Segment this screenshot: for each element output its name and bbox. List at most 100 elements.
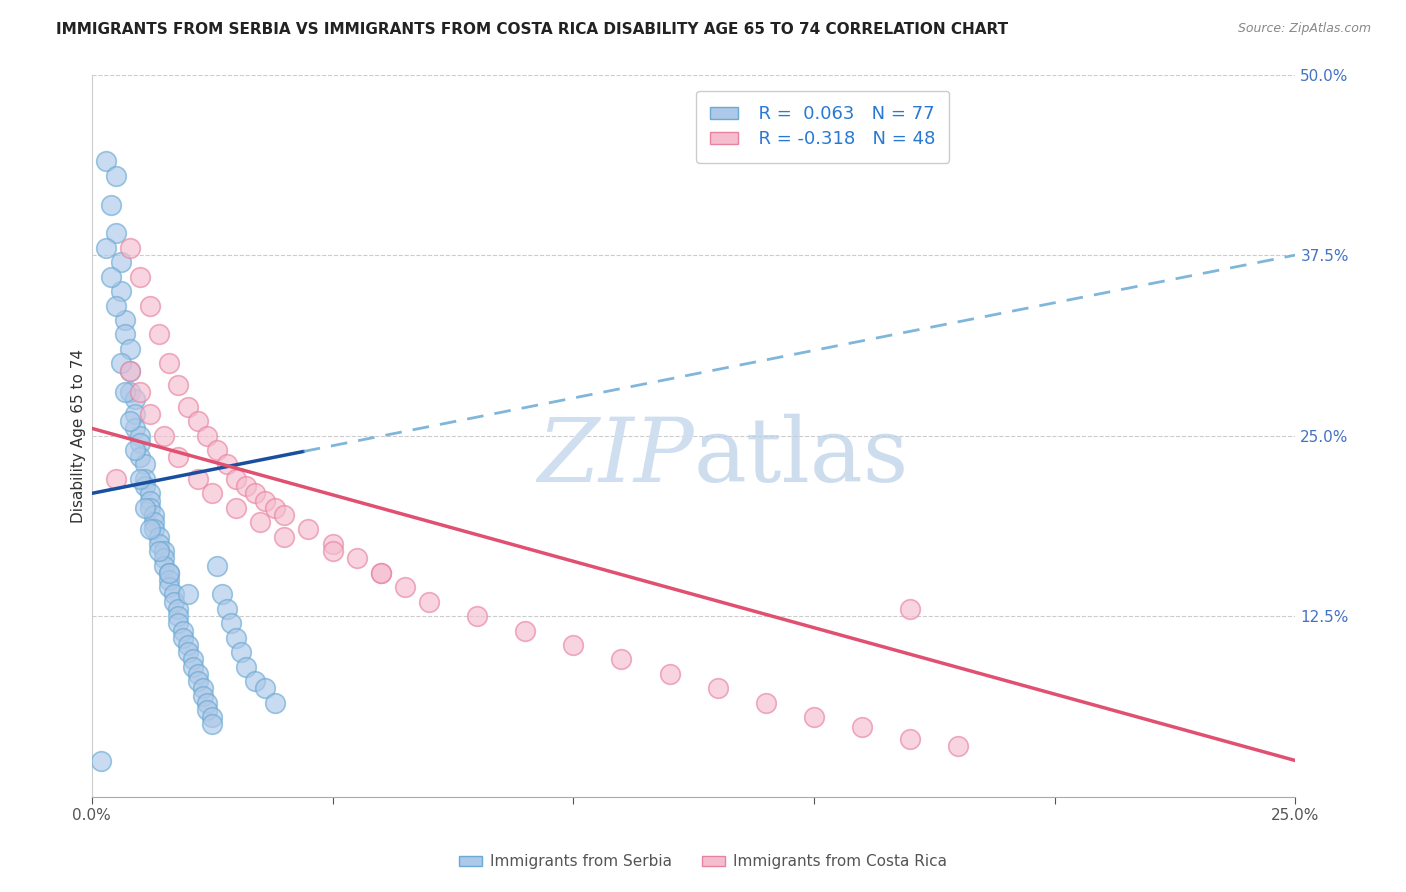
Point xyxy=(138,486,160,500)
Point xyxy=(249,515,271,529)
Point xyxy=(465,609,488,624)
Point xyxy=(129,428,152,442)
Point xyxy=(187,667,209,681)
Point xyxy=(163,587,186,601)
Point xyxy=(138,523,160,537)
Point xyxy=(138,407,160,421)
Point xyxy=(297,523,319,537)
Point xyxy=(157,356,180,370)
Point xyxy=(157,580,180,594)
Point xyxy=(120,363,142,377)
Point xyxy=(172,624,194,638)
Point xyxy=(104,169,127,183)
Point xyxy=(120,385,142,400)
Text: ZIP: ZIP xyxy=(537,414,693,500)
Point xyxy=(129,472,152,486)
Point xyxy=(181,652,204,666)
Point xyxy=(167,616,190,631)
Legend: Immigrants from Serbia, Immigrants from Costa Rica: Immigrants from Serbia, Immigrants from … xyxy=(453,848,953,875)
Point xyxy=(110,356,132,370)
Point xyxy=(418,595,440,609)
Point xyxy=(211,587,233,601)
Point xyxy=(172,631,194,645)
Point xyxy=(96,154,118,169)
Point xyxy=(225,631,247,645)
Point xyxy=(120,363,142,377)
Point xyxy=(114,313,136,327)
Point xyxy=(195,428,218,442)
Point xyxy=(851,720,873,734)
Point xyxy=(273,508,295,522)
Point xyxy=(803,710,825,724)
Point xyxy=(157,573,180,587)
Point xyxy=(201,717,224,731)
Point xyxy=(513,624,536,638)
Point xyxy=(167,609,190,624)
Point xyxy=(610,652,633,666)
Point xyxy=(134,479,156,493)
Point xyxy=(205,558,228,573)
Legend:   R =  0.063   N = 77,   R = -0.318   N = 48: R = 0.063 N = 77, R = -0.318 N = 48 xyxy=(696,91,949,163)
Point xyxy=(177,638,200,652)
Point xyxy=(254,493,277,508)
Point xyxy=(138,500,160,515)
Point xyxy=(181,659,204,673)
Text: atlas: atlas xyxy=(693,414,908,501)
Point xyxy=(187,472,209,486)
Point xyxy=(148,327,170,342)
Point xyxy=(346,551,368,566)
Point xyxy=(104,472,127,486)
Point xyxy=(134,472,156,486)
Text: Source: ZipAtlas.com: Source: ZipAtlas.com xyxy=(1237,22,1371,36)
Point xyxy=(148,544,170,558)
Point xyxy=(124,443,146,458)
Y-axis label: Disability Age 65 to 74: Disability Age 65 to 74 xyxy=(72,349,86,523)
Point xyxy=(120,342,142,356)
Text: IMMIGRANTS FROM SERBIA VS IMMIGRANTS FROM COSTA RICA DISABILITY AGE 65 TO 74 COR: IMMIGRANTS FROM SERBIA VS IMMIGRANTS FRO… xyxy=(56,22,1008,37)
Point xyxy=(148,530,170,544)
Point xyxy=(114,385,136,400)
Point xyxy=(129,450,152,465)
Point xyxy=(129,269,152,284)
Point xyxy=(153,428,176,442)
Point xyxy=(153,544,176,558)
Point xyxy=(143,515,166,529)
Point xyxy=(254,681,277,696)
Point xyxy=(177,587,200,601)
Point xyxy=(177,400,200,414)
Point xyxy=(134,458,156,472)
Point xyxy=(201,486,224,500)
Point xyxy=(167,378,190,392)
Point xyxy=(322,537,344,551)
Point xyxy=(157,566,180,580)
Point xyxy=(215,458,238,472)
Point xyxy=(104,227,127,241)
Point xyxy=(163,595,186,609)
Point xyxy=(263,696,285,710)
Point xyxy=(177,645,200,659)
Point xyxy=(706,681,728,696)
Point xyxy=(235,479,257,493)
Point xyxy=(205,443,228,458)
Point xyxy=(153,558,176,573)
Point xyxy=(201,710,224,724)
Point xyxy=(90,754,112,768)
Point xyxy=(898,602,921,616)
Point xyxy=(191,681,214,696)
Point xyxy=(187,674,209,689)
Point xyxy=(129,385,152,400)
Point xyxy=(114,327,136,342)
Point xyxy=(245,486,267,500)
Point xyxy=(225,472,247,486)
Point xyxy=(322,544,344,558)
Point xyxy=(124,407,146,421)
Point xyxy=(138,493,160,508)
Point xyxy=(110,255,132,269)
Point xyxy=(187,414,209,428)
Point xyxy=(562,638,585,652)
Point xyxy=(195,703,218,717)
Point xyxy=(167,450,190,465)
Point xyxy=(148,537,170,551)
Point xyxy=(129,435,152,450)
Point xyxy=(100,197,122,211)
